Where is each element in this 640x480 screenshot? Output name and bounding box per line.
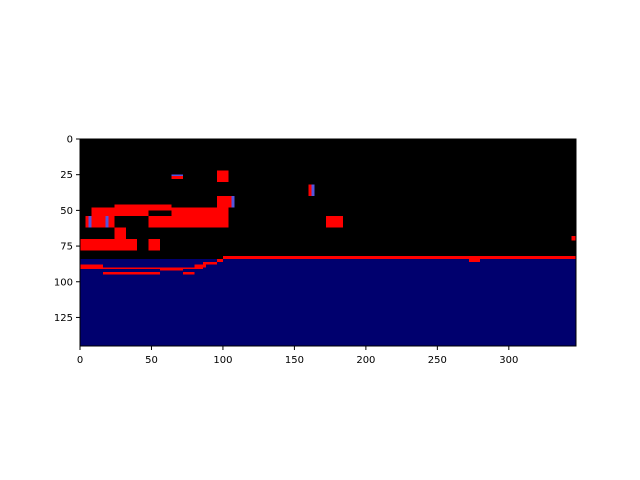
heatmap-cell-blue-34 — [105, 216, 109, 228]
heatmap-cell-red-11 — [222, 256, 576, 259]
heatmap-cell-red-15 — [114, 227, 126, 239]
y-tick-label-25: 25 — [60, 170, 73, 181]
axes-frame — [79, 138, 577, 347]
heatmap-cell-water-1 — [80, 264, 223, 346]
heatmap-cell-red-13 — [80, 238, 138, 251]
heatmap-cell-red-24 — [325, 216, 344, 228]
heatmap-cell-blue-31 — [311, 184, 315, 197]
heatmap-cell-red-14 — [148, 238, 161, 251]
heatmap-cell-red-3 — [102, 267, 161, 269]
heatmap-cell-red-9 — [202, 261, 218, 265]
plot-area — [80, 139, 576, 346]
y-axis: 0 25 50 75 100 125 — [54, 135, 80, 324]
heatmap-cell-red-7 — [182, 271, 195, 275]
heatmap-cell-red-8 — [194, 264, 206, 268]
heatmap-cell-red-2 — [80, 264, 103, 269]
heatmap-cell-red-23 — [171, 176, 183, 179]
heatmap-cell-red-19 — [148, 216, 223, 228]
heatmap-cell-red-17 — [114, 204, 149, 217]
heatmap-cell-red-18 — [148, 204, 172, 211]
heatmap-cell-blue-33 — [88, 216, 92, 228]
x-tick-label-0: 0 — [77, 355, 83, 366]
y-tick-label-100: 100 — [54, 277, 73, 288]
y-tick-label-75: 75 — [60, 242, 73, 253]
heatmap-cell-red-10 — [217, 258, 223, 262]
heatmap-cell-blue-32 — [231, 196, 235, 208]
heatmap-cell-red-6 — [102, 271, 161, 275]
heatmap-cell-red-21 — [217, 196, 229, 228]
y-tick-label-50: 50 — [60, 206, 73, 217]
x-tick-label-150: 150 — [285, 355, 304, 366]
x-tick-label-200: 200 — [356, 355, 375, 366]
y-tick-label-0: 0 — [67, 135, 73, 146]
heatmap-cell-red-29 — [102, 216, 106, 228]
heatmap-cell-red-12 — [468, 258, 481, 262]
heatmap-cell-red-27 — [228, 196, 232, 208]
x-tick-label-250: 250 — [428, 355, 447, 366]
x-axis: 0 50 100 150 200 250 300 — [77, 346, 518, 366]
x-tick-label-100: 100 — [213, 355, 232, 366]
heatmap-cell-red-25 — [571, 236, 576, 241]
x-tick-label-50: 50 — [145, 355, 158, 366]
heatmap-cell-red-28 — [85, 216, 89, 228]
y-tick-label-125: 125 — [54, 313, 73, 324]
heatmap-cell-blue-30 — [171, 174, 183, 177]
heatmap-cell-red-26 — [308, 184, 312, 197]
x-tick-label-300: 300 — [499, 355, 518, 366]
heatmap-cell-red-22 — [217, 170, 229, 182]
heatmap-cell-red-20 — [171, 207, 218, 217]
heatmap-cell-red-5 — [182, 267, 203, 269]
heatmap-cell-red-4 — [160, 267, 183, 271]
